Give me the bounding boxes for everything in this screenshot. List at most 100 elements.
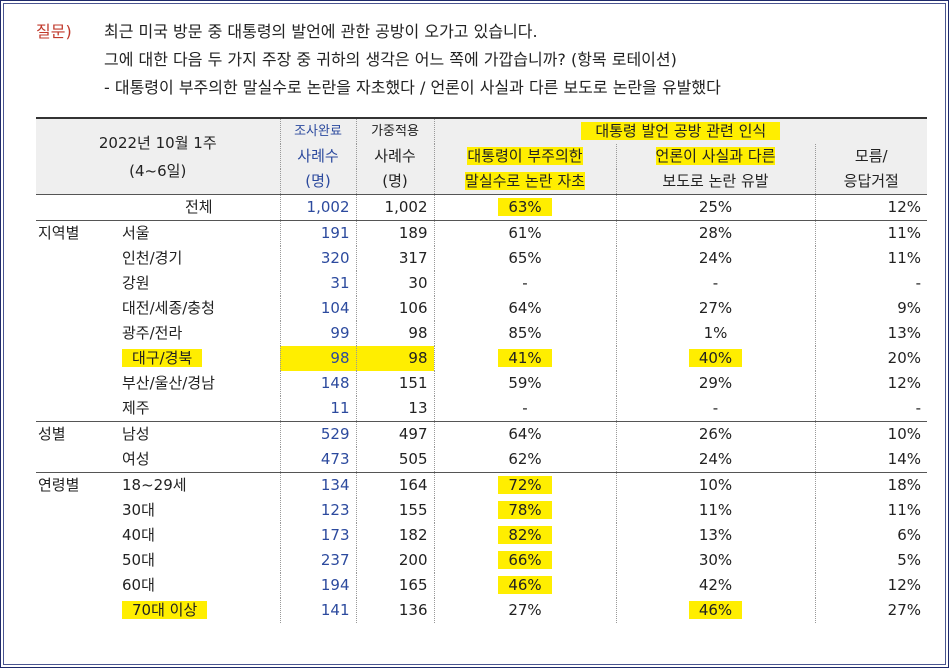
surveyed-count: 148	[320, 374, 350, 392]
question-line-3: - 대통령이 부주의한 말실수로 논란을 자초했다 / 언론이 사실과 다른 보…	[104, 78, 721, 97]
row-group-cell	[36, 498, 118, 523]
row-group-cell	[36, 321, 118, 346]
weighted-count-cell: 505	[355, 447, 434, 473]
table-body: 전체 1,002 1,002 63% 25% 12% 지역별 서울 191 189 61% 28% 11…	[36, 194, 927, 623]
pct-dont-know: 12%	[887, 198, 921, 216]
pct-careless-gaffe: 27%	[508, 601, 542, 619]
surveyed-count: 11	[330, 399, 350, 417]
weighted-count-cell: 98	[355, 346, 434, 371]
pct-careless-gaffe-cell: 62%	[433, 447, 616, 473]
pct-dont-know-cell: 11%	[814, 246, 927, 271]
table-row: 70대 이상 141 136 27% 46% 27%	[36, 598, 927, 623]
surveyed-count-cell: 123	[279, 498, 356, 523]
col3-head-b: 응답거절	[814, 169, 927, 195]
pct-dont-know: -	[915, 274, 921, 292]
weighted-count-cell: 1,002	[355, 194, 434, 221]
row-label-cell: 광주/전라	[118, 321, 280, 346]
header-row-2: 사례수 사례수 대통령이 부주의한 언론이 사실과 다른 모름/	[36, 144, 927, 169]
pct-media-misreport: 24%	[698, 450, 733, 468]
pct-dont-know-cell: 13%	[814, 321, 927, 346]
row-group: 지역별	[38, 224, 80, 242]
pct-dont-know-cell: 11%	[814, 220, 927, 246]
row-group-cell	[36, 548, 118, 573]
pct-media-misreport: 28%	[698, 224, 733, 242]
pct-careless-gaffe-cell: -	[433, 396, 616, 422]
table-row: 강원 31 30 - - -	[36, 271, 927, 296]
row-group-cell	[36, 371, 118, 396]
weighted-count-cell: 98	[355, 321, 434, 346]
pct-dont-know: 6%	[897, 526, 921, 544]
pct-careless-gaffe-cell: 85%	[433, 321, 616, 346]
surveyed-count: 104	[320, 299, 350, 317]
pct-careless-gaffe: -	[522, 274, 528, 292]
row-group: 성별	[38, 425, 66, 443]
pct-media-misreport-cell: 24%	[615, 246, 815, 271]
table-row: 성별 남성 529 497 64% 26% 10%	[36, 421, 927, 447]
pct-dont-know-cell: 10%	[814, 421, 927, 447]
pct-media-misreport-cell: 30%	[615, 548, 815, 573]
table-row: 제주 11 13 - - -	[36, 396, 927, 422]
pct-dont-know: 5%	[897, 551, 921, 569]
weighted-count-cell: 317	[355, 246, 434, 271]
surveyed-count-cell: 99	[279, 321, 356, 346]
pct-dont-know: -	[915, 399, 921, 417]
row-label: 50대	[122, 551, 155, 569]
table-row: 광주/전라 99 98 85% 1% 13%	[36, 321, 927, 346]
weighted-count: 155	[398, 501, 428, 519]
row-group-cell: 지역별	[36, 221, 118, 247]
surveyed-count-cell: 134	[279, 472, 356, 498]
row-label: 40대	[122, 526, 155, 544]
group-title: 대통령 발언 공방 관련 인식	[581, 122, 781, 140]
pct-media-misreport-cell: 10%	[615, 472, 815, 498]
pct-careless-gaffe: 64%	[508, 425, 542, 443]
question-line-1: 최근 미국 방문 중 대통령의 발언에 관한 공방이 오가고 있습니다.	[104, 22, 538, 41]
pct-media-misreport: 1%	[703, 324, 728, 342]
pct-media-misreport: 46%	[688, 601, 743, 619]
pct-careless-gaffe-cell: 64%	[433, 296, 616, 321]
table-row: 여성 473 505 62% 24% 14%	[36, 447, 927, 473]
pct-dont-know-cell: 12%	[814, 573, 927, 598]
row-group-cell	[36, 296, 118, 321]
weighted-count-cell: 497	[355, 421, 434, 447]
pct-media-misreport: 24%	[698, 249, 733, 267]
surveyed-count: 194	[320, 576, 350, 594]
row-label-cell: 70대 이상	[118, 598, 280, 623]
weighted-header: 가중적용	[355, 118, 434, 144]
pct-careless-gaffe: 82%	[498, 526, 552, 544]
pct-media-misreport: 26%	[698, 425, 733, 443]
surveyed-count-cell: 11	[279, 396, 356, 422]
pct-careless-gaffe: 41%	[498, 349, 552, 367]
row-label: 30대	[122, 501, 155, 519]
surveyed-count: 98	[330, 349, 350, 367]
weighted-count: 165	[398, 576, 428, 594]
table-row: 부산/울산/경남 148 151 59% 29% 12%	[36, 371, 927, 396]
question-label: 질문)	[36, 22, 72, 41]
pct-careless-gaffe: 65%	[508, 249, 542, 267]
group-title-cell: 대통령 발언 공방 관련 인식	[433, 118, 927, 144]
weighted-count: 136	[398, 601, 428, 619]
pct-media-misreport-cell: 13%	[615, 523, 815, 548]
row-label-cell: 강원	[118, 271, 280, 296]
weighted-count: 182	[398, 526, 428, 544]
row-group-cell	[36, 246, 118, 271]
row-label: 18~29세	[122, 476, 187, 494]
pct-careless-gaffe: 85%	[508, 324, 542, 342]
pct-media-misreport: 25%	[698, 198, 733, 216]
pct-careless-gaffe-cell: 61%	[433, 220, 616, 246]
pct-dont-know-cell: 20%	[814, 346, 927, 371]
surveyed-count-cell: 173	[279, 523, 356, 548]
surveyed-count-cell: 148	[279, 371, 356, 396]
table-row: 50대 237 200 66% 30% 5%	[36, 548, 927, 573]
surveyed-count: 1,002	[306, 198, 350, 216]
weighted-count-cell: 189	[355, 220, 434, 246]
pct-dont-know: 11%	[887, 249, 921, 267]
pct-dont-know-cell: 5%	[814, 548, 927, 573]
pct-media-misreport-cell: 1%	[615, 321, 815, 346]
pct-dont-know-cell: -	[814, 271, 927, 296]
pct-dont-know: 9%	[897, 299, 921, 317]
weighted-count-cell: 30	[355, 271, 434, 296]
pct-dont-know-cell: 12%	[814, 371, 927, 396]
col1-head-a: 대통령이 부주의한	[467, 147, 583, 165]
pct-media-misreport: 10%	[698, 476, 733, 494]
pct-careless-gaffe: 62%	[508, 450, 542, 468]
